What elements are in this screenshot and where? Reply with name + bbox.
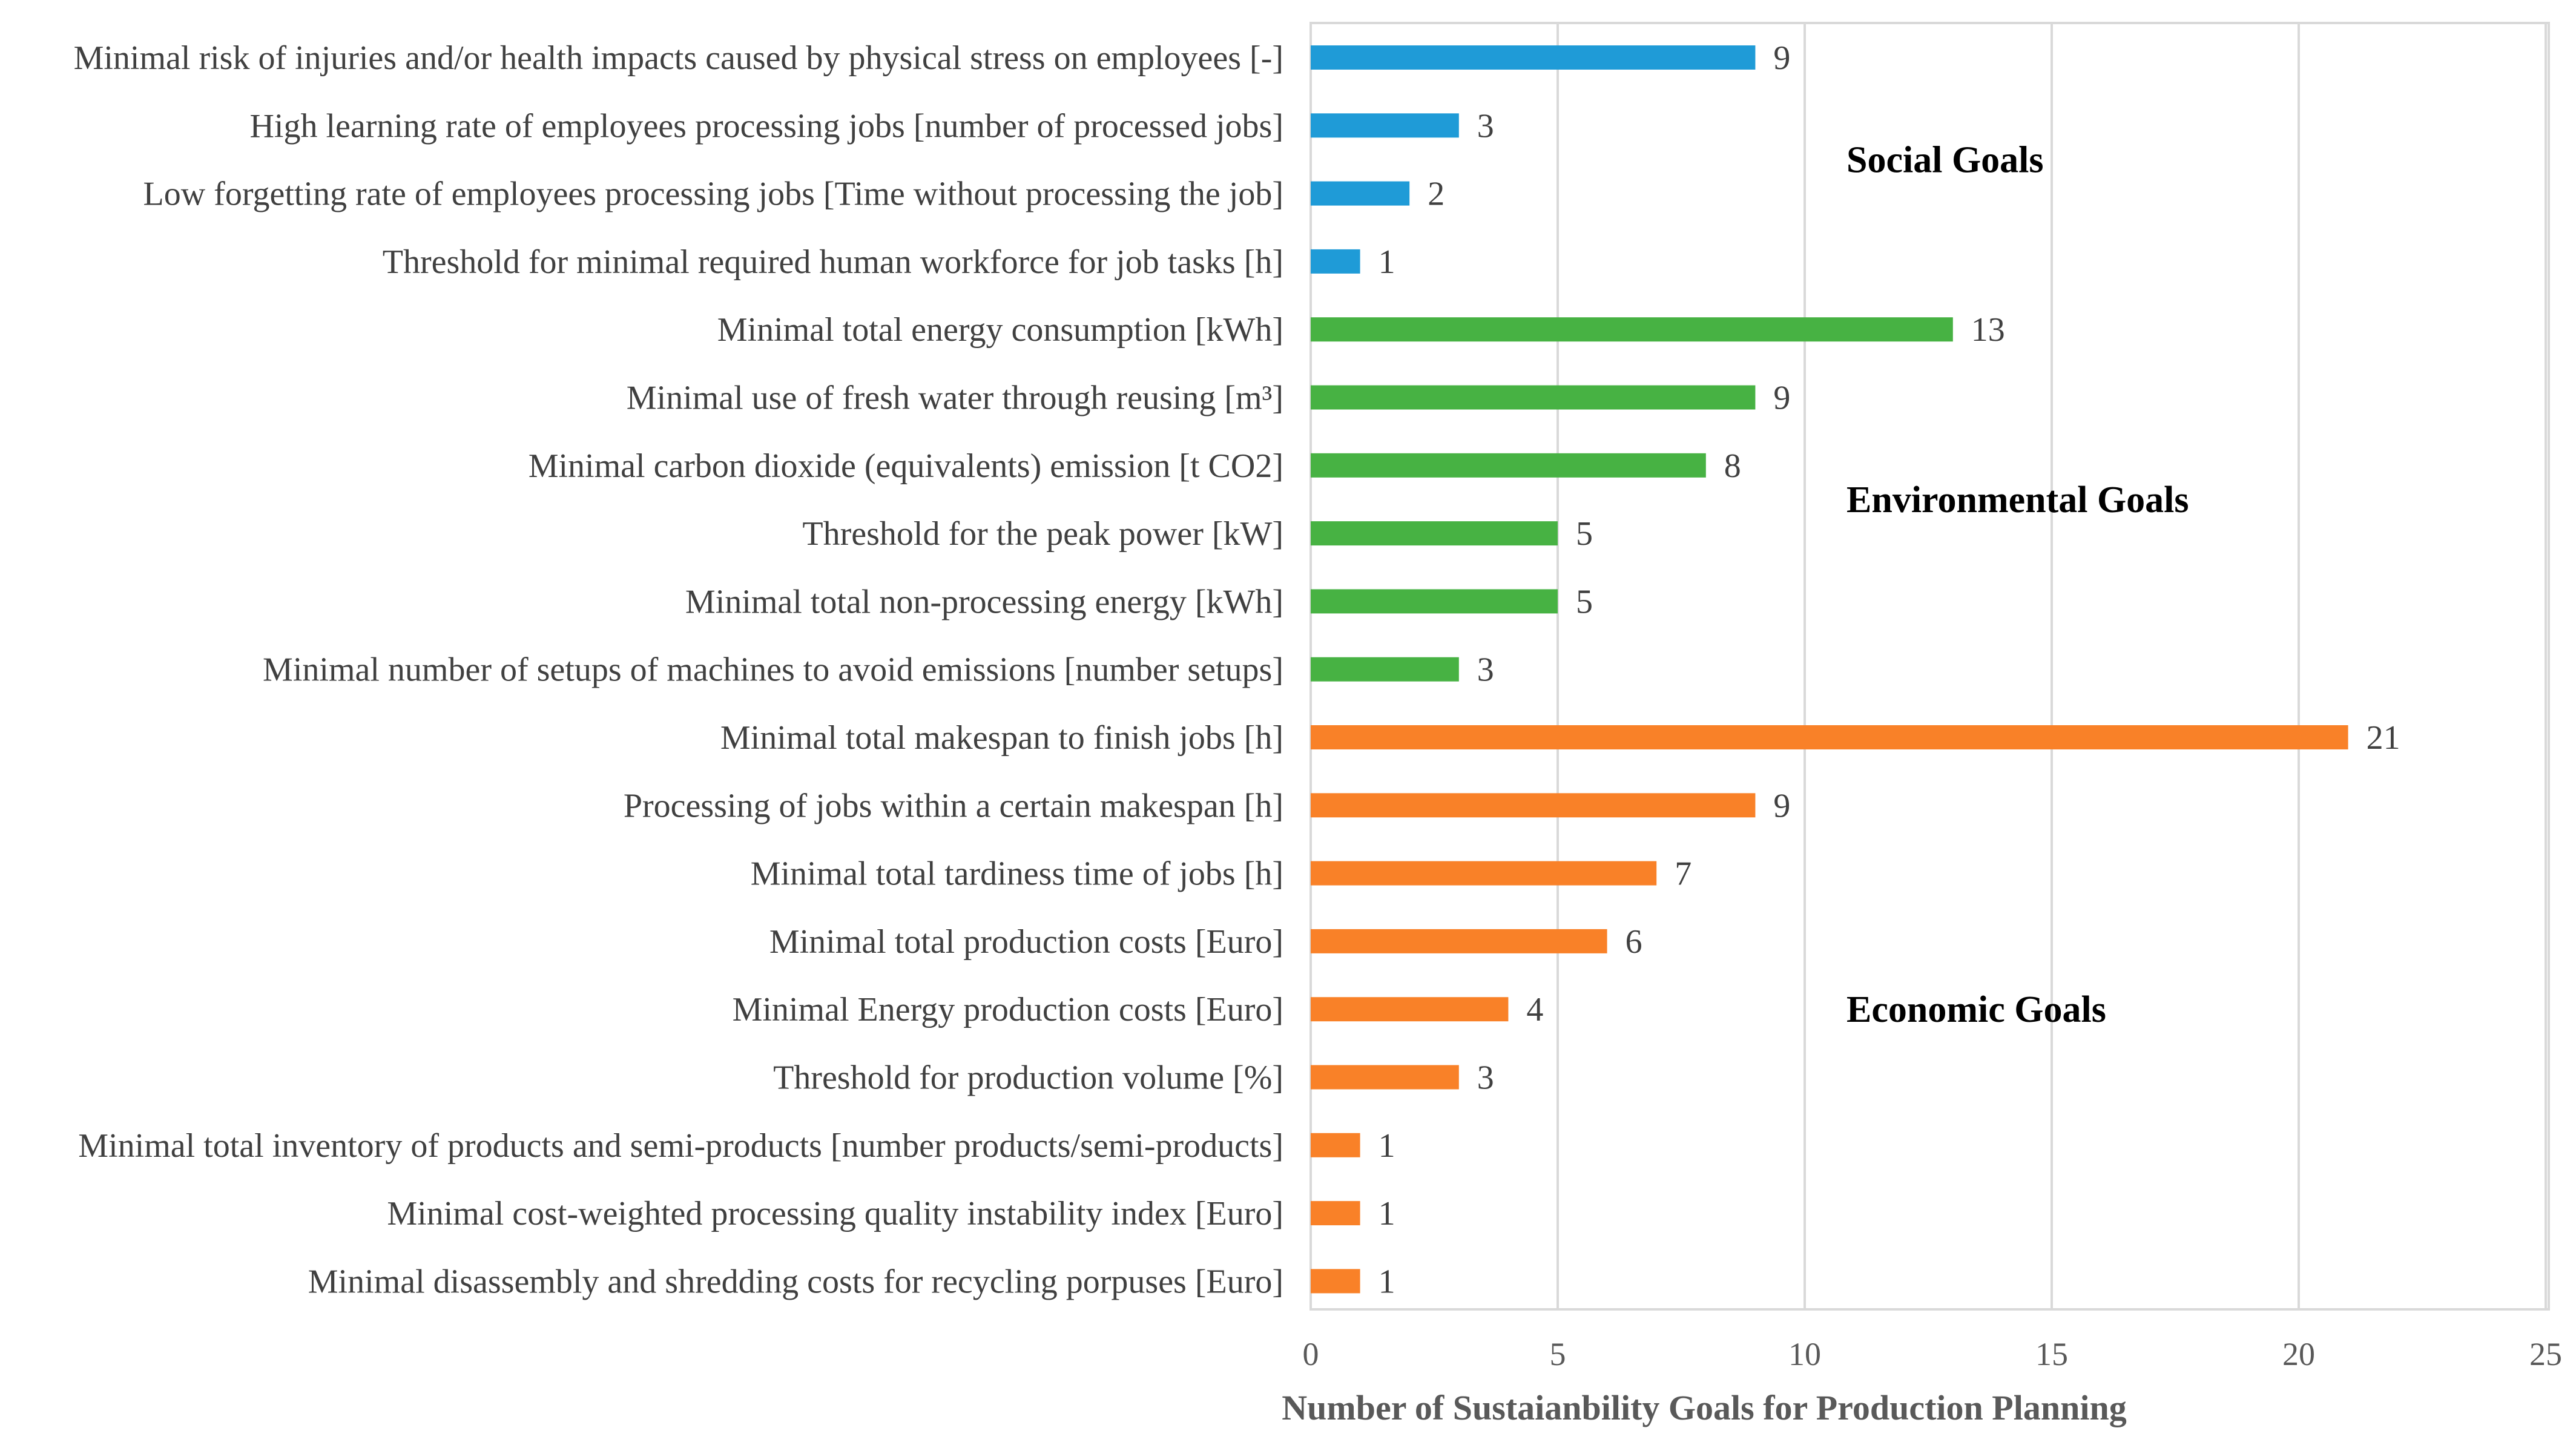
data-label: 1 — [1379, 1195, 1395, 1232]
bar — [1311, 385, 1756, 410]
data-label: 21 — [2367, 719, 2400, 757]
data-label: 9 — [1773, 380, 1790, 417]
bar — [1311, 249, 1360, 274]
bar — [1311, 521, 1558, 546]
category-label: Minimal carbon dioxide (equivalents) emi… — [529, 447, 1283, 485]
bar — [1311, 453, 1706, 478]
data-label: 1 — [1379, 1263, 1395, 1300]
x-tick-label: 10 — [1788, 1336, 1821, 1372]
category-label: Minimal total inventory of products and … — [78, 1127, 1283, 1165]
data-label: 2 — [1428, 176, 1444, 213]
category-label: Minimal total non-processing energy [kWh… — [685, 583, 1283, 620]
x-axis-title: Number of Sustaianbility Goals for Produ… — [1282, 1388, 2126, 1427]
data-label: 6 — [1626, 923, 1642, 961]
gridlines — [1556, 23, 2547, 1309]
data-label: 1 — [1379, 1127, 1395, 1165]
category-label: Threshold for production volume [%] — [773, 1059, 1283, 1097]
bar — [1311, 589, 1558, 614]
data-label: 9 — [1773, 39, 1790, 77]
bar — [1311, 1201, 1360, 1226]
category-label: Minimal risk of injuries and/or health i… — [74, 39, 1283, 77]
category-label: Minimal cost-weighted processing quality… — [387, 1195, 1283, 1232]
data-label: 9 — [1773, 787, 1790, 824]
bar — [1311, 317, 1953, 342]
x-tick-labels: 0 5 10 15 20 25 — [1303, 1336, 2563, 1372]
group-label: Social Goals — [1846, 139, 2044, 180]
data-label: 3 — [1477, 107, 1494, 145]
bar — [1311, 929, 1607, 953]
bar — [1311, 861, 1657, 886]
category-label: Threshold for minimal required human wor… — [383, 243, 1283, 281]
category-label: Minimal number of setups of machines to … — [263, 651, 1283, 689]
data-label: 13 — [1971, 311, 2005, 349]
category-label: Minimal Energy production costs [Euro] — [733, 991, 1283, 1028]
x-tick-label: 0 — [1303, 1336, 1319, 1372]
bar — [1311, 997, 1509, 1022]
category-label: Minimal use of fresh water through reusi… — [627, 380, 1283, 417]
bar — [1311, 113, 1459, 138]
category-label: Minimal disassembly and shredding costs … — [308, 1263, 1283, 1300]
group-labels: Social Goals Environmental Goals Economic … — [1846, 139, 2189, 1030]
bar — [1311, 45, 1756, 70]
category-label: Minimal total energy consumption [kWh] — [717, 311, 1283, 349]
category-label: Low forgetting rate of employees process… — [143, 176, 1283, 213]
x-tick-label: 5 — [1550, 1336, 1566, 1372]
x-tick-label: 15 — [2035, 1336, 2068, 1372]
data-label: 3 — [1477, 651, 1494, 689]
x-tick-label: 25 — [2529, 1336, 2562, 1372]
data-label: 1 — [1379, 243, 1395, 281]
x-tick-label: 20 — [2282, 1336, 2315, 1372]
category-label: Minimal total tardiness time of jobs [h] — [751, 855, 1283, 893]
data-label: 4 — [1526, 991, 1543, 1028]
bar — [1311, 1269, 1360, 1294]
category-labels: Minimal risk of injuries and/or health i… — [74, 39, 1283, 1300]
group-label: Economic Goals — [1846, 989, 2106, 1030]
category-label: Minimal total production costs [Euro] — [769, 923, 1283, 961]
bar — [1311, 793, 1756, 818]
bar — [1311, 181, 1410, 206]
category-label: High learning rate of employees processi… — [249, 107, 1283, 145]
data-label: 8 — [1724, 447, 1741, 485]
bar — [1311, 1133, 1360, 1157]
category-label: Processing of jobs within a certain make… — [624, 787, 1283, 824]
category-label: Threshold for the peak power [kW] — [802, 515, 1283, 553]
category-label: Minimal total makespan to finish jobs [h… — [720, 719, 1283, 757]
bar — [1311, 1065, 1459, 1090]
group-label: Environmental Goals — [1846, 479, 2189, 521]
data-label: 3 — [1477, 1059, 1494, 1097]
data-label: 5 — [1576, 515, 1593, 553]
bar — [1311, 657, 1459, 682]
bars — [1311, 45, 2348, 1294]
data-label: 7 — [1675, 855, 1692, 893]
plot-frame — [1309, 22, 2550, 1311]
data-label: 5 — [1576, 583, 1593, 620]
bar — [1311, 725, 2348, 749]
